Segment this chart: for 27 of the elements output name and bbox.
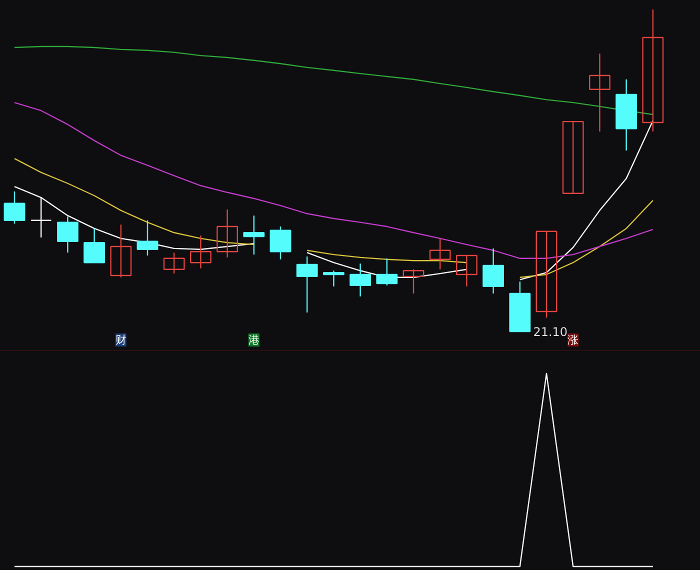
candlestick	[110, 224, 132, 278]
candlestick	[482, 248, 504, 294]
candlestick	[296, 256, 318, 314]
candlestick	[216, 208, 238, 258]
candlestick	[322, 270, 344, 288]
candlestick	[588, 53, 610, 132]
candlestick	[350, 262, 372, 297]
candlestick	[243, 214, 265, 256]
text: 涨	[568, 334, 579, 346]
candlestick	[84, 228, 106, 264]
candlestick	[4, 190, 26, 224]
candlestick	[456, 254, 478, 288]
candlestick	[562, 120, 584, 194]
candlestick	[30, 196, 52, 238]
text: 财	[115, 334, 126, 346]
candlestick	[136, 220, 158, 256]
candlestick	[402, 268, 424, 294]
candlestick	[190, 234, 212, 269]
annotation: 21.10	[533, 325, 568, 339]
candlestick	[642, 8, 664, 132]
text: 港	[248, 334, 260, 346]
candlestick	[56, 216, 78, 254]
candlestick	[163, 252, 185, 274]
candlestick	[536, 230, 558, 318]
candlestick	[376, 258, 398, 286]
candlestick	[429, 238, 451, 270]
candlestick	[270, 226, 292, 260]
